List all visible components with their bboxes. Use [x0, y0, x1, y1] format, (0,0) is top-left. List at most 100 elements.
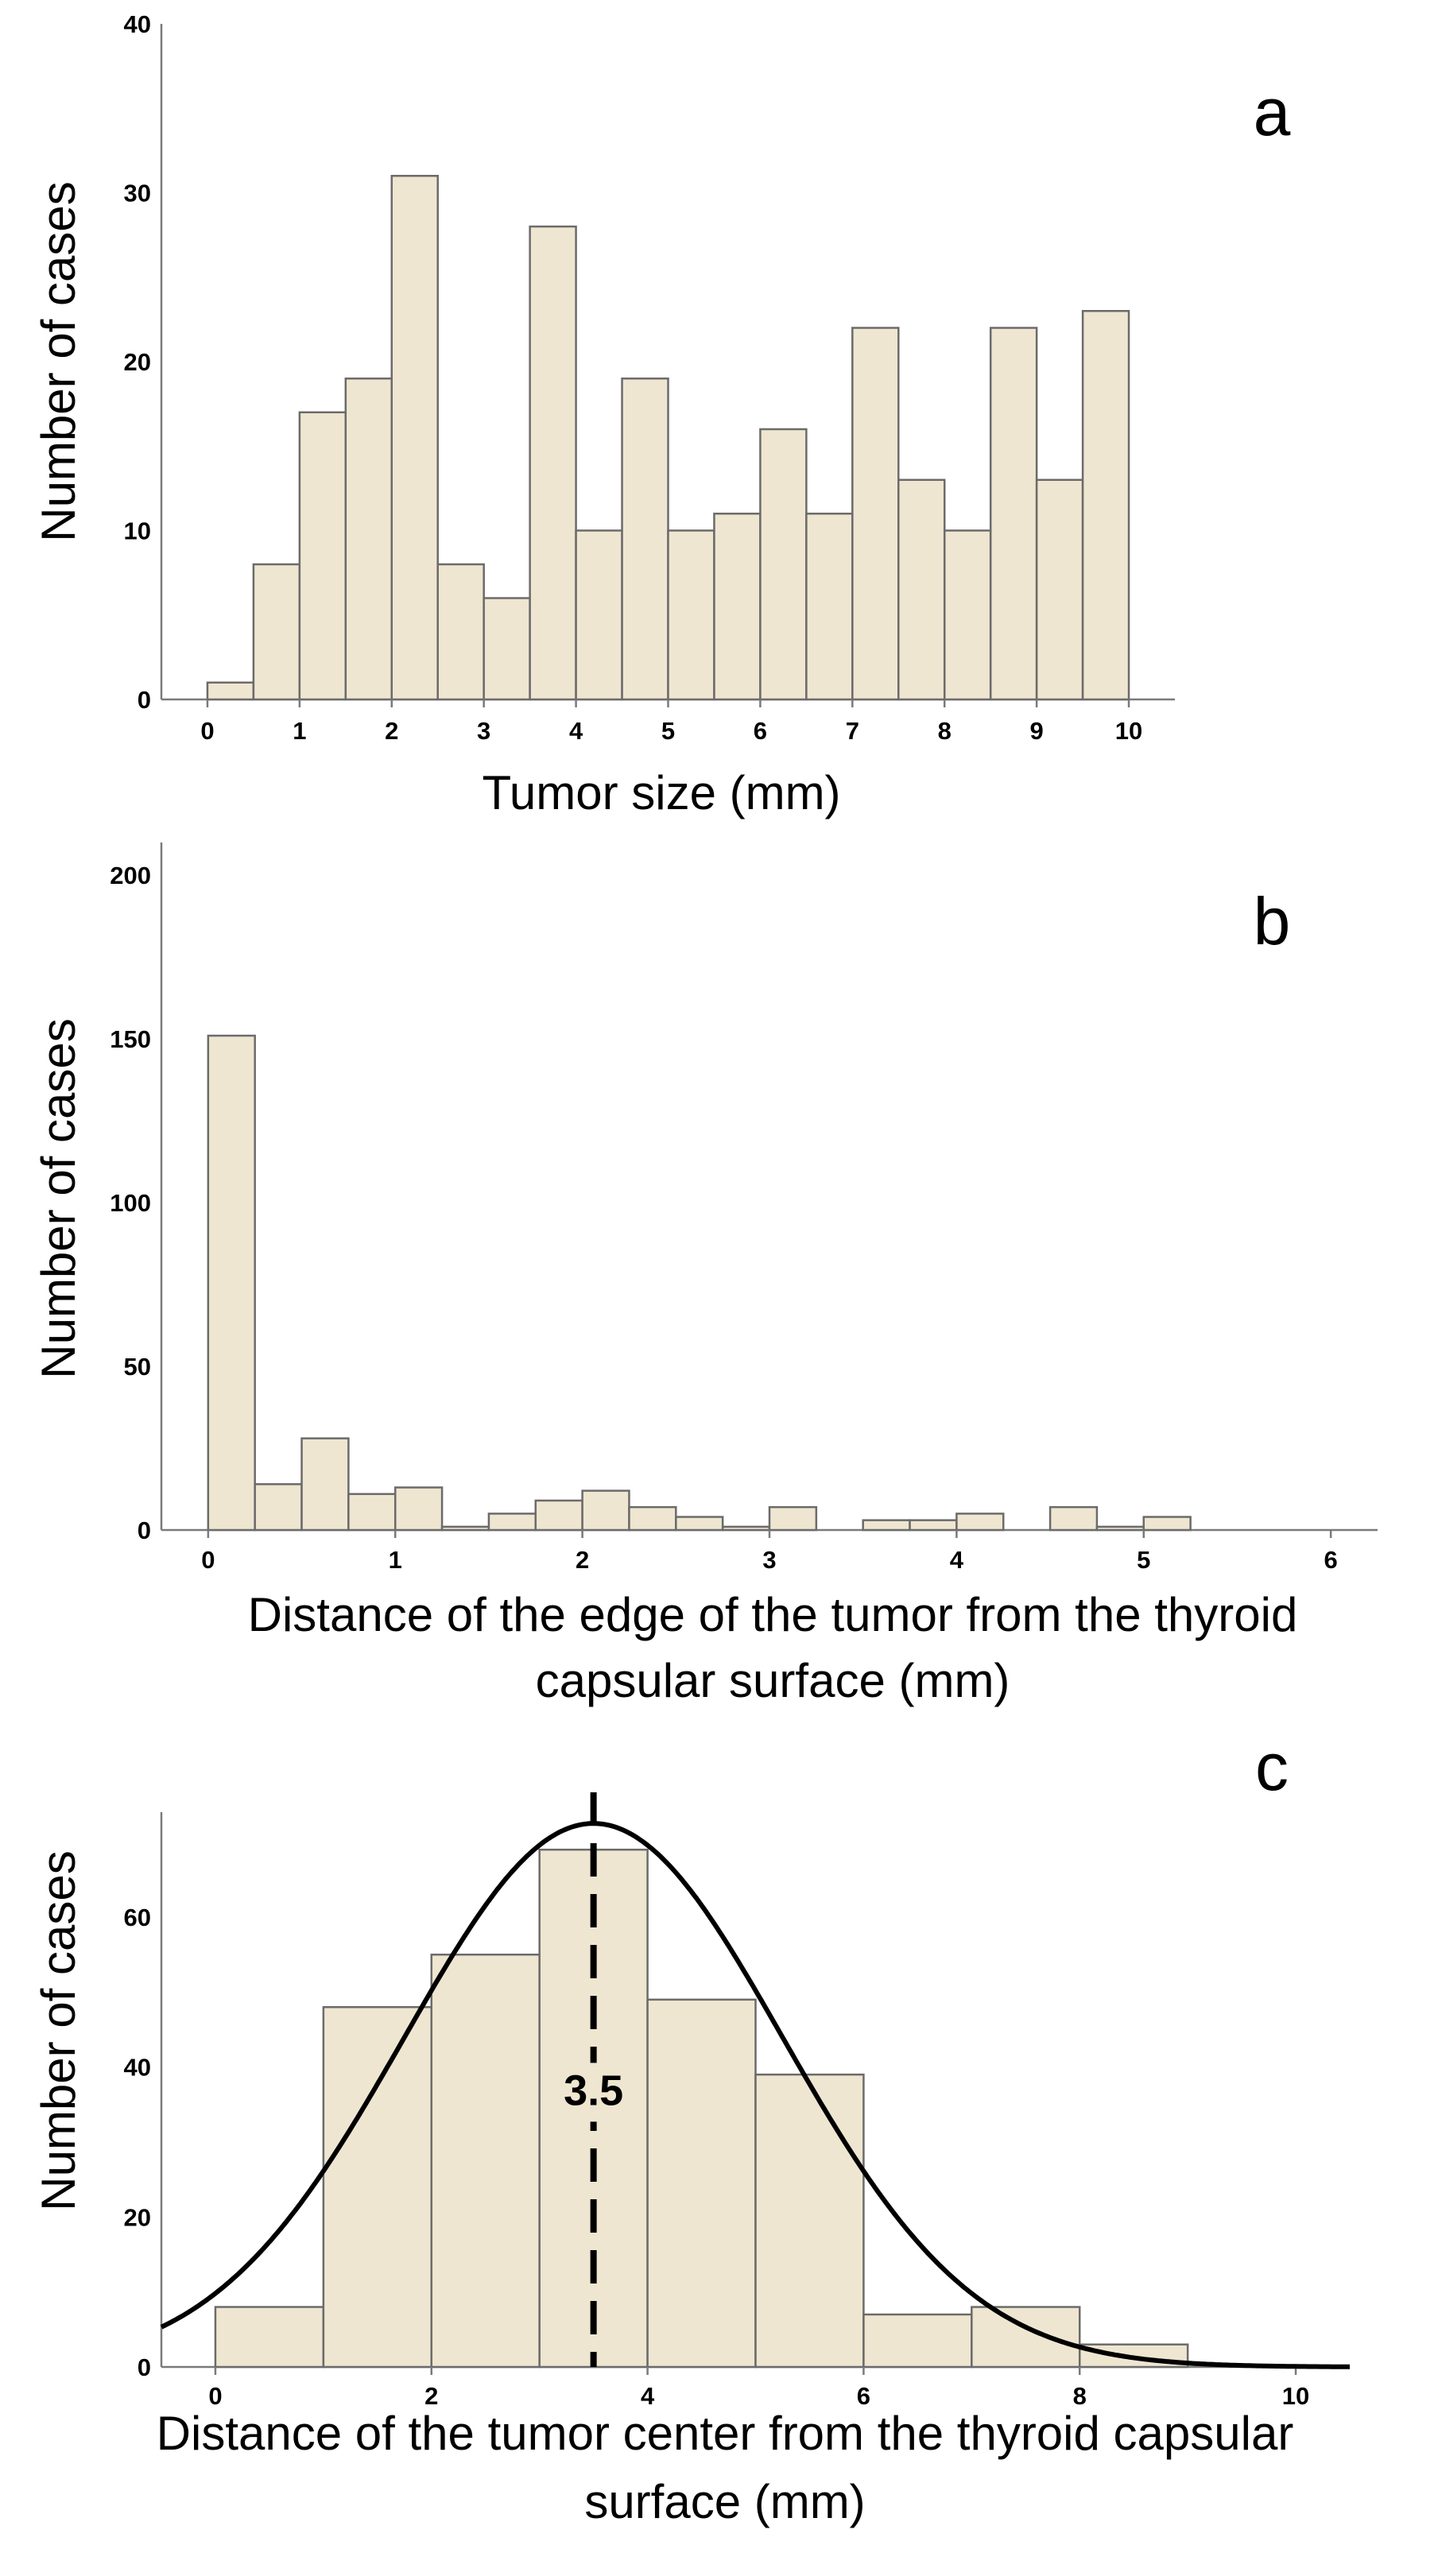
y-tick-label: 30 — [124, 180, 151, 207]
histogram-bar — [971, 2306, 1081, 2369]
histogram-bar — [862, 2313, 973, 2369]
y-tick-label: 150 — [110, 1025, 151, 1053]
histogram-bar — [252, 563, 301, 701]
histogram-bar — [347, 1493, 397, 1532]
histogram-bar — [621, 378, 669, 701]
histogram-bar — [300, 1437, 350, 1532]
x-tick-label: 6 — [1324, 1546, 1338, 1574]
x-tick-label: 7 — [846, 717, 859, 745]
y-tick-label: 40 — [124, 10, 151, 38]
histogram-bar — [322, 2005, 433, 2369]
histogram-bar — [581, 1489, 630, 1532]
x-tick-label: 4 — [950, 1546, 964, 1574]
histogram-bar — [298, 411, 347, 701]
histogram-tumor-size: a Number of cases Tumor size (mm) 0 1 2 3 4 5… — [32, 10, 1291, 819]
x-axis-label-a: Tumor size (mm) — [482, 766, 840, 819]
y-tick-label: 10 — [124, 517, 151, 545]
histogram-bar — [390, 175, 439, 701]
y-axis-label-c: Number of cases — [32, 1850, 85, 2211]
histogram-bar — [759, 428, 808, 701]
histogram-bar — [909, 1519, 958, 1532]
panel-letter-b: b — [1254, 884, 1291, 959]
annotation-backdrop — [544, 2063, 643, 2122]
histogram-bar — [206, 681, 255, 701]
x-tick-label: 6 — [857, 2382, 870, 2410]
y-axis-label-a: Number of cases — [32, 181, 85, 542]
histogram-bar — [646, 1998, 757, 2369]
histogram-bar — [713, 513, 762, 701]
x-tick-label: 9 — [1030, 717, 1044, 745]
histogram-bar — [768, 1505, 818, 1532]
histogram-bar — [1081, 310, 1130, 701]
histogram-bar — [487, 1513, 537, 1532]
histogram-bar — [1095, 1525, 1145, 1532]
x-axis-label-c-line1: Distance of the tumor center from the th… — [157, 2407, 1294, 2460]
normal-curve — [160, 1821, 1350, 2369]
histogram-bar — [754, 2073, 865, 2369]
x-tick-label: 2 — [576, 1546, 589, 1574]
x-tick-label: 5 — [1137, 1546, 1150, 1574]
histogram-bar — [955, 1513, 1005, 1532]
histogram-bar — [214, 2306, 325, 2369]
x-tick-label: 4 — [641, 2382, 655, 2410]
y-tick-label: 20 — [124, 2203, 151, 2231]
y-tick-label: 20 — [124, 348, 151, 376]
x-tick-label: 4 — [569, 717, 583, 745]
y-tick-label: 40 — [124, 2054, 151, 2082]
y-axis-label-b: Number of cases — [32, 1018, 85, 1379]
x-tick-label: 5 — [661, 717, 675, 745]
x-tick-label: 6 — [754, 717, 767, 745]
x-tick-label: 8 — [1073, 2382, 1087, 2410]
histogram-bar — [483, 597, 531, 701]
histogram-edge-distance: b Number of cases Distance of the edge o… — [32, 843, 1378, 1707]
histogram-bar — [805, 513, 854, 701]
x-tick-label: 10 — [1282, 2382, 1309, 2410]
panel-letter-a: a — [1254, 75, 1291, 149]
y-tick-label: 200 — [110, 862, 151, 889]
histogram-bar — [628, 1505, 677, 1532]
histogram-bar — [989, 327, 1038, 701]
x-tick-label: 0 — [200, 717, 214, 745]
x-axis-label-b-line2: capsular surface (mm) — [536, 1654, 1010, 1707]
histogram-bar — [254, 1483, 303, 1532]
mean-annotation-label: 3.5 — [564, 2067, 623, 2114]
y-tick-label: 60 — [124, 1904, 151, 1931]
x-tick-label: 3 — [762, 1546, 776, 1574]
histogram-bar — [393, 1486, 444, 1532]
y-tick-label: 50 — [124, 1353, 151, 1381]
histogram-bar — [851, 327, 900, 701]
x-tick-label: 2 — [385, 717, 398, 745]
histogram-bar — [575, 529, 623, 701]
histogram-bar — [430, 1953, 541, 2369]
panel-letter-c: c — [1255, 1730, 1289, 1804]
histogram-bar — [675, 1516, 724, 1532]
x-axis-label-b-line1: Distance of the edge of the tumor from t… — [248, 1588, 1298, 1641]
histogram-bar — [436, 563, 485, 701]
x-tick-label: 0 — [208, 2382, 222, 2410]
y-tick-label: 0 — [138, 2353, 151, 2381]
x-tick-label: 10 — [1115, 717, 1142, 745]
x-axis-label-c-line2: surface (mm) — [584, 2475, 865, 2528]
histogram-bar — [862, 1519, 911, 1532]
x-tick-label: 2 — [424, 2382, 438, 2410]
histogram-bar — [1035, 478, 1084, 701]
x-tick-label: 1 — [293, 717, 306, 745]
x-tick-label: 0 — [201, 1546, 215, 1574]
histogram-bar — [534, 1499, 583, 1532]
histogram-bar — [440, 1525, 490, 1532]
histogram-bar — [529, 225, 577, 701]
histogram-bar — [721, 1525, 771, 1532]
histogram-bar — [1048, 1505, 1099, 1532]
histogram-bar — [1142, 1516, 1192, 1532]
histogram-bar — [207, 1034, 256, 1532]
y-tick-label: 0 — [138, 1517, 151, 1544]
x-tick-label: 1 — [389, 1546, 402, 1574]
histogram-bar — [344, 378, 393, 701]
x-tick-label: 3 — [477, 717, 490, 745]
y-tick-label: 0 — [138, 686, 151, 714]
x-tick-label: 8 — [938, 717, 952, 745]
histogram-bar — [897, 478, 946, 701]
histogram-bar — [943, 529, 992, 701]
y-tick-label: 100 — [110, 1189, 151, 1217]
